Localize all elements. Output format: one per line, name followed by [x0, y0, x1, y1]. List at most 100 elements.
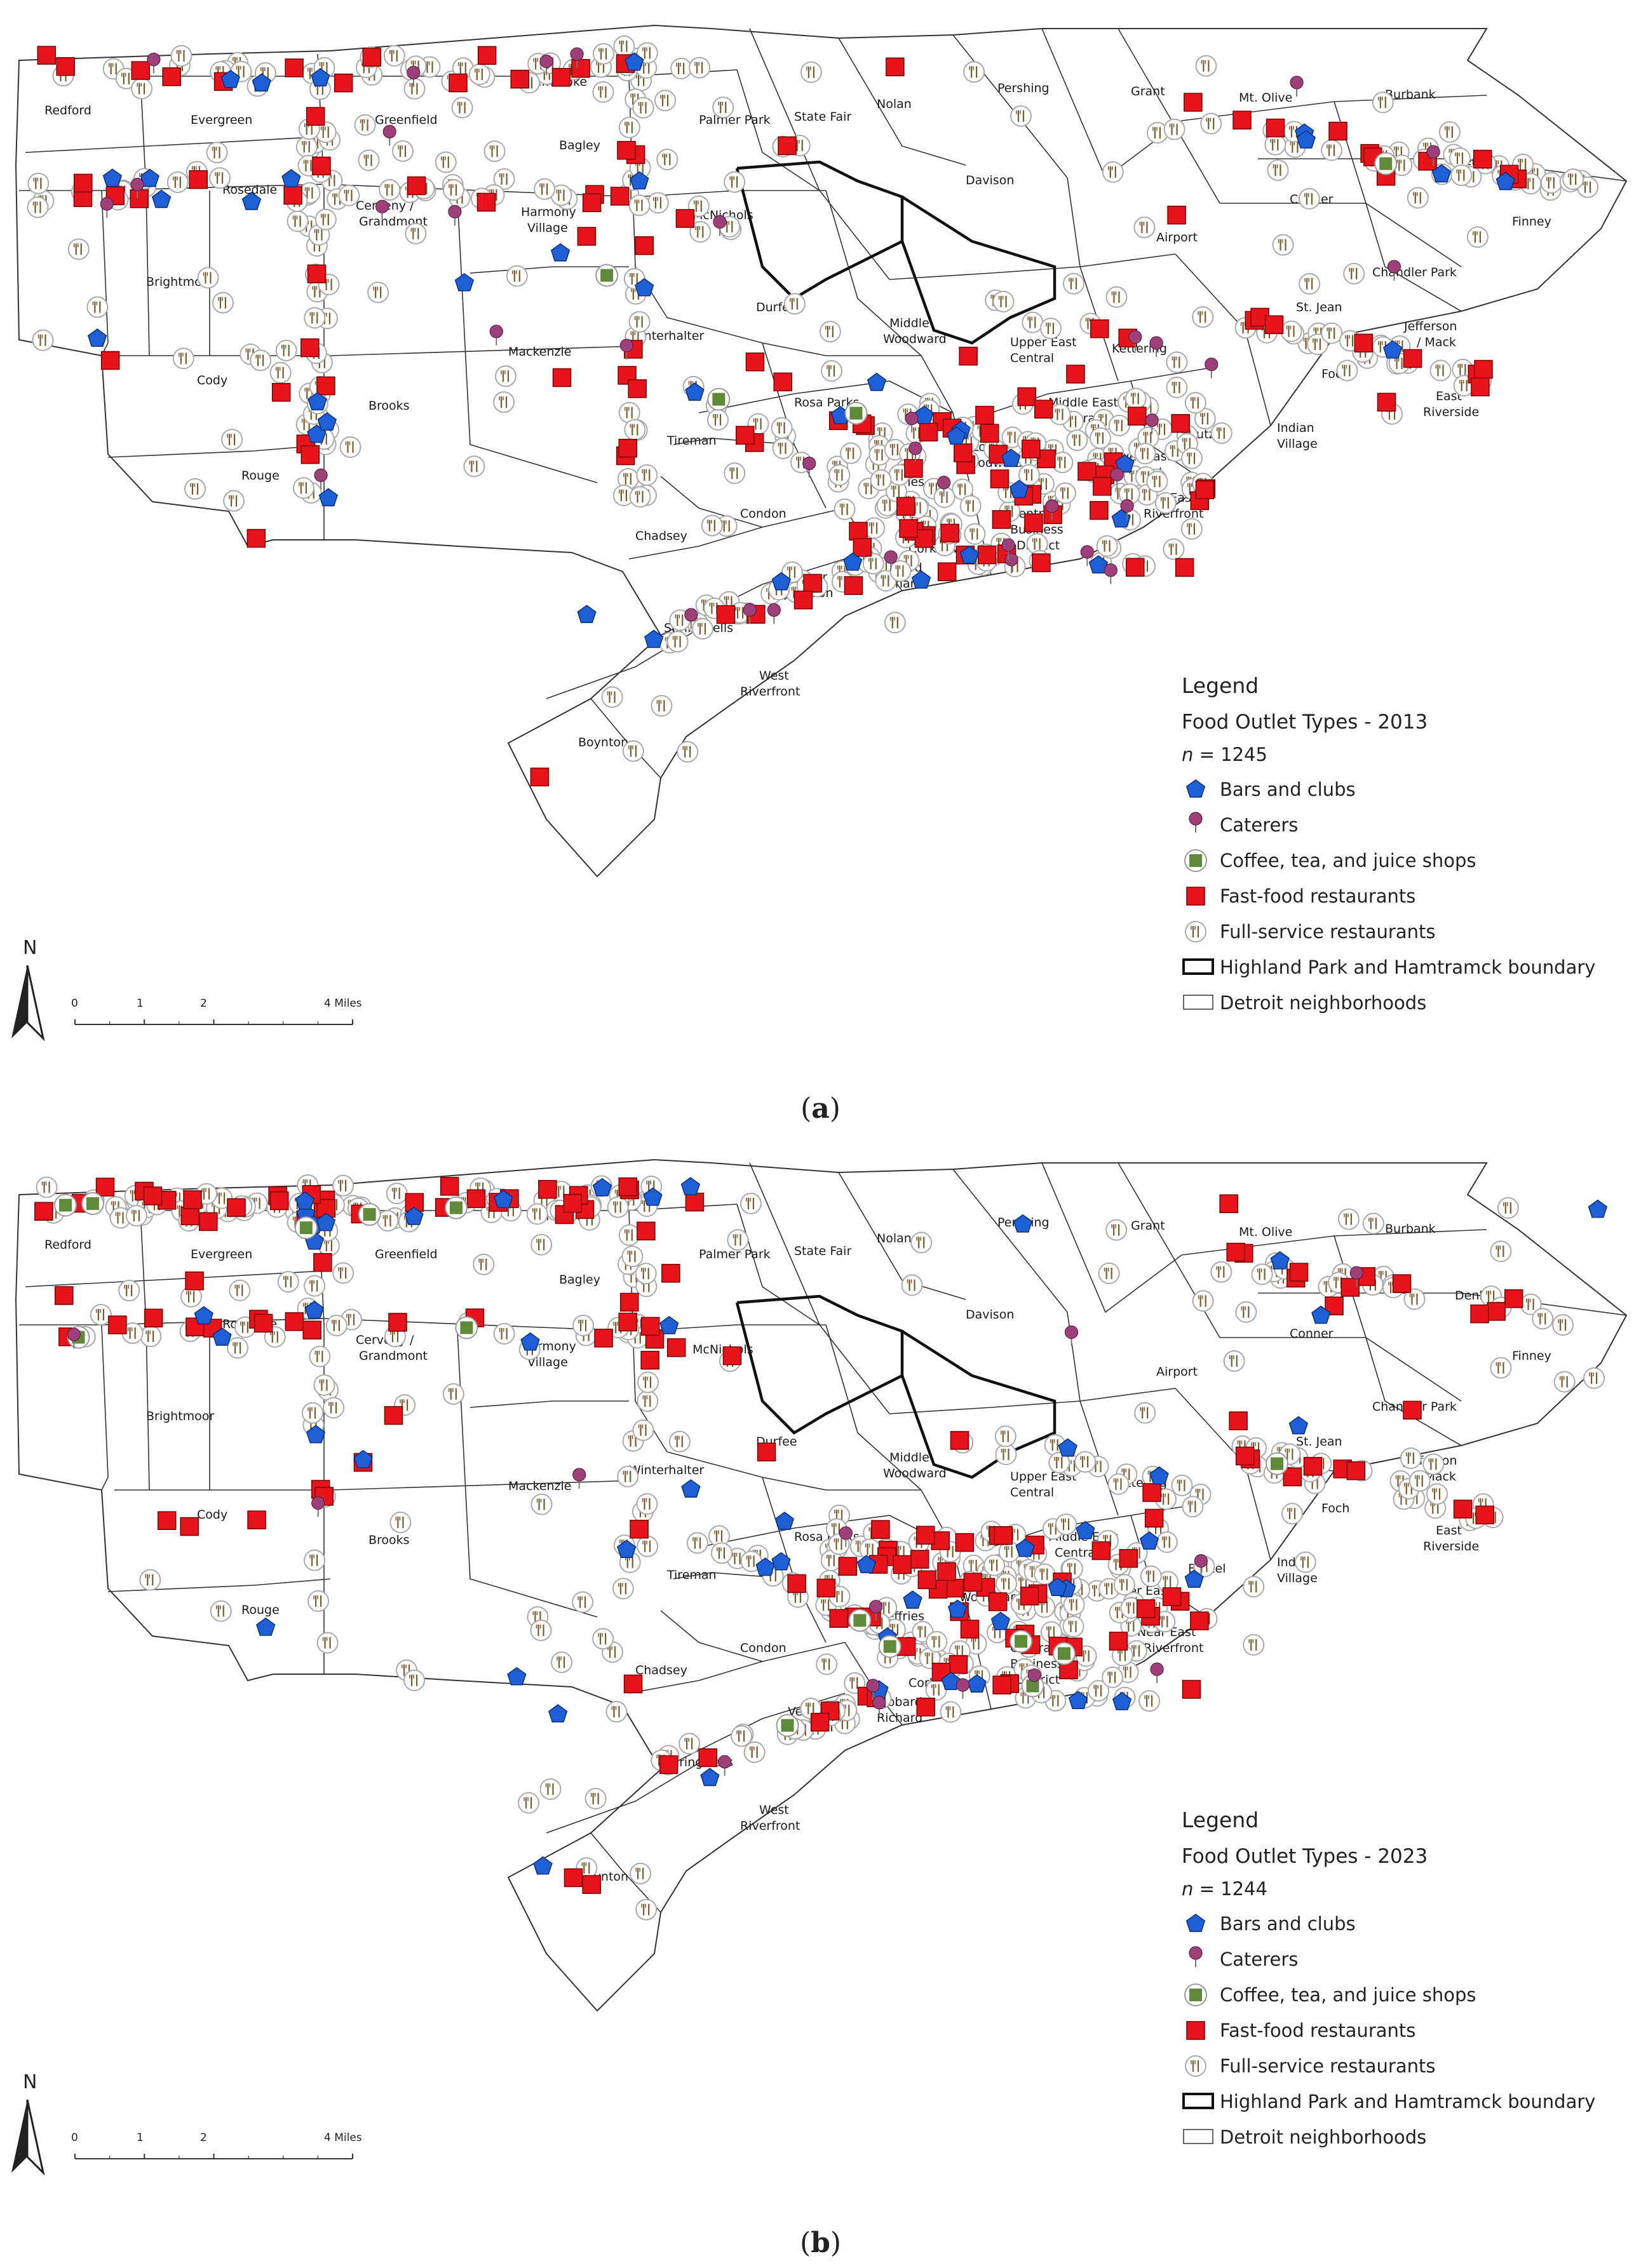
- neighborhood-label: Burbank: [1385, 88, 1436, 102]
- neighborhood-label: Winterhalter: [629, 1463, 704, 1477]
- full-service-restaurant-icon: [622, 740, 644, 762]
- full-service-restaurant-icon: [403, 77, 426, 100]
- bar-club-icon: [771, 1552, 791, 1571]
- fast-food-restaurant-icon: [55, 1286, 74, 1305]
- fast-food-restaurant-icon: [563, 1193, 583, 1213]
- full-service-restaurant-icon: [1156, 1531, 1178, 1553]
- legend-item-label: Full-service restaurants: [1220, 2055, 1436, 2077]
- fast-food-restaurant-icon: [510, 69, 530, 89]
- fast-food-restaurant-icon: [959, 347, 978, 366]
- fast-food-restaurant-icon: [623, 1674, 643, 1694]
- fast-food-restaurant-icon: [778, 136, 797, 156]
- full-service-restaurant-icon: [1438, 121, 1461, 143]
- fast-food-restaurant-icon: [977, 545, 997, 565]
- full-service-restaurant-icon: [828, 464, 851, 486]
- full-service-restaurant-icon: [386, 1183, 408, 1205]
- full-service-restaurant-icon: [632, 1419, 654, 1441]
- neighborhood-label: Riverfront: [1144, 1641, 1203, 1655]
- neighborhood-label: Upper East: [1010, 335, 1077, 349]
- full-service-restaurant-icon: [670, 57, 692, 79]
- full-service-restaurant-icon: [1192, 306, 1214, 328]
- neighborhood-label: Rosa Parks: [794, 396, 860, 410]
- full-service-restaurant-icon: [473, 1253, 495, 1275]
- square-icon: [1182, 880, 1220, 912]
- bar-club-icon: [947, 426, 966, 445]
- bar-club-icon: [577, 605, 597, 624]
- bar-club-icon: [1296, 130, 1316, 149]
- bar-club-icon: [774, 1512, 794, 1530]
- full-service-restaurant-icon: [666, 631, 689, 653]
- neighborhood-label: Greenfield: [375, 1247, 438, 1261]
- bar-club-icon: [140, 168, 159, 187]
- fast-food-restaurant-icon: [1473, 149, 1492, 169]
- caterer-icon: [1110, 467, 1124, 489]
- fast-food-restaurant-icon: [530, 767, 550, 787]
- full-service-restaurant-icon: [435, 151, 457, 173]
- full-service-restaurant-icon: [592, 81, 614, 103]
- full-service-restaurant-icon: [534, 178, 556, 200]
- full-service-restaurant-icon: [1400, 1447, 1422, 1469]
- caterer-icon: [1001, 538, 1015, 560]
- full-service-restaurant-icon: [994, 1425, 1016, 1447]
- bar-club-icon: [256, 1617, 276, 1636]
- bar-club-icon: [1185, 779, 1206, 798]
- coffee-shop-icon: [81, 1192, 104, 1216]
- full-service-restaurant-icon: [1185, 921, 1206, 943]
- legend-item-label: Full-service restaurants: [1220, 921, 1436, 943]
- fast-food-restaurant-icon: [1283, 1467, 1302, 1487]
- caterer-icon: [314, 468, 328, 490]
- full-service-restaurant-icon: [229, 1279, 251, 1301]
- fast-food-restaurant-icon: [247, 1510, 266, 1529]
- neighborhood-label: Airport: [1156, 1365, 1198, 1379]
- full-service-restaurant-icon: [1235, 1301, 1257, 1323]
- fast-food-restaurant-icon: [1475, 1505, 1494, 1525]
- neighborhood-label: Palmer Park: [699, 1247, 771, 1261]
- fast-food-restaurant-icon: [915, 1526, 935, 1545]
- full-service-restaurant-icon: [1490, 1357, 1512, 1379]
- full-service-restaurant-icon: [367, 281, 389, 304]
- neighborhood-label: / Mack: [1417, 335, 1456, 349]
- fast-food-restaurant-icon: [630, 1519, 649, 1539]
- full-service-restaurant-icon: [308, 224, 330, 246]
- legend-n-label: n: [1182, 744, 1194, 765]
- full-service-restaurant-icon: [1223, 1350, 1245, 1372]
- fast-food-restaurant-icon: [787, 1574, 806, 1594]
- full-service-restaurant-icon: [405, 222, 427, 245]
- caterer-icon: [884, 550, 898, 572]
- full-service-restaurant-icon: [605, 1701, 628, 1723]
- full-service-restaurant-icon: [1054, 482, 1076, 504]
- bar-club-icon: [771, 572, 791, 591]
- cup-icon: [1182, 1979, 1220, 2011]
- fast-food-restaurant-icon: [285, 58, 304, 77]
- fast-food-restaurant-icon: [992, 510, 1011, 529]
- bar-club-icon: [700, 1768, 720, 1787]
- scale-tick-0: 0: [71, 997, 78, 1010]
- full-service-restaurant-icon: [309, 1345, 331, 1367]
- full-service-restaurant-icon: [1195, 55, 1217, 77]
- full-service-restaurant-icon: [494, 365, 517, 387]
- full-service-restaurant-icon: [771, 417, 793, 439]
- bar-club-icon: [1088, 555, 1109, 574]
- caterer-icon: [1194, 1553, 1208, 1575]
- full-service-restaurant-icon: [206, 142, 228, 164]
- scale-tick-1: 1: [137, 2131, 144, 2144]
- caterer-icon: [311, 1496, 325, 1517]
- full-service-restaurant-icon: [712, 97, 734, 119]
- fast-food-restaurant-icon: [838, 1557, 858, 1576]
- bar-club-icon: [1068, 1691, 1088, 1710]
- full-service-restaurant-icon: [442, 1383, 464, 1405]
- full-service-restaurant-icon: [550, 184, 572, 206]
- full-service-restaurant-icon: [572, 1315, 595, 1337]
- fast-food-restaurant-icon: [285, 1312, 304, 1331]
- full-service-restaurant-icon: [668, 1430, 691, 1453]
- full-service-restaurant-icon: [118, 1280, 140, 1302]
- neighborhood-label: Riverside: [1423, 1540, 1479, 1553]
- bar-club-icon: [281, 169, 301, 188]
- bar-club-icon: [635, 278, 654, 297]
- fast-food-restaurant-icon: [1226, 1242, 1245, 1262]
- full-service-restaurant-icon: [629, 486, 651, 508]
- fast-food-restaurant-icon: [1229, 1411, 1248, 1430]
- fast-food-restaurant-icon: [108, 1315, 127, 1334]
- fast-food-restaurant-icon: [271, 382, 291, 402]
- caterer-icon: [866, 1679, 880, 1700]
